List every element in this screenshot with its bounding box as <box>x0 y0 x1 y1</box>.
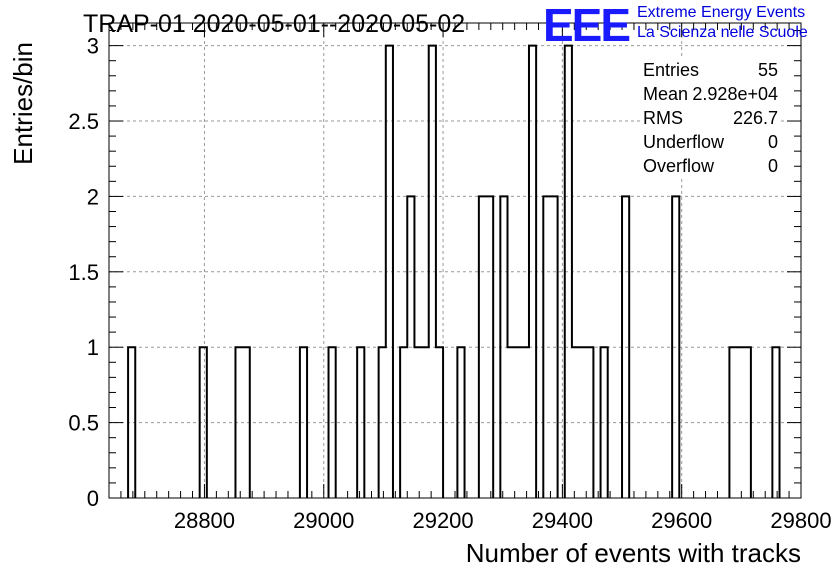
histogram-bin <box>479 196 486 498</box>
histogram-bin <box>729 347 736 498</box>
x-axis-label: Number of events with tracks <box>466 538 801 568</box>
histogram-bin <box>529 46 536 498</box>
stat-row-underflow: Underflow 0 <box>640 130 780 154</box>
stat-label: RMS <box>643 108 683 128</box>
histogram-bin <box>515 347 522 498</box>
x-tick-label: 29800 <box>770 508 831 533</box>
histogram-bin <box>586 347 593 498</box>
x-tick-label: 29600 <box>651 508 712 533</box>
logo-caption-line2: La Scienza nelle Scuole <box>637 24 808 41</box>
stat-label: Overflow <box>643 156 715 176</box>
histogram-bin <box>386 46 393 498</box>
histogram-bin <box>400 347 407 498</box>
y-tick-label: 2 <box>87 184 99 209</box>
histogram-outline <box>127 44 781 498</box>
eee-logo: EEE <box>543 0 631 51</box>
histogram-bin <box>672 196 679 498</box>
stat-label: Entries <box>643 60 700 80</box>
y-tick-label: 1.5 <box>68 260 99 285</box>
histogram-bin <box>772 347 779 498</box>
stat-row-rms: RMS 226.7 <box>640 106 780 130</box>
histogram-bin <box>379 347 386 498</box>
histogram-bin <box>601 347 608 498</box>
histogram-bin <box>329 347 336 498</box>
x-tick-label: 29200 <box>412 508 473 533</box>
histogram-bin <box>300 347 307 498</box>
chart-title: TRAP-01 2020-05-01--2020-05-02 <box>83 10 466 38</box>
histogram-bin <box>407 196 414 498</box>
stat-value: 55 <box>757 60 778 80</box>
stat-row-mean: Mean 2.928e+04 <box>640 82 780 106</box>
histogram-bin <box>457 347 464 498</box>
stat-value: 2.928e+04 <box>692 84 778 104</box>
y-tick-label: 1 <box>87 335 99 360</box>
histogram-bin <box>486 196 493 498</box>
histogram-bin <box>429 46 436 498</box>
histogram-bin <box>572 347 579 498</box>
y-tick-label: 0 <box>87 486 99 511</box>
histogram-bin <box>550 196 557 498</box>
stat-label: Underflow <box>643 132 725 152</box>
histogram-bin <box>128 347 135 498</box>
stat-value: 0 <box>767 156 778 176</box>
histogram-bin <box>235 347 242 498</box>
histogram-bin <box>200 347 207 498</box>
histogram-bin <box>522 347 529 498</box>
x-tick-label: 28800 <box>174 508 235 533</box>
histogram-bin <box>543 196 550 498</box>
histogram-bin <box>507 347 514 498</box>
histogram-bin <box>357 347 364 498</box>
histogram-bin <box>436 347 443 498</box>
histogram-bin <box>565 46 572 498</box>
histogram-bin <box>500 196 507 498</box>
histogram-bin <box>744 347 751 498</box>
histogram-bin <box>579 347 586 498</box>
stat-value: 226.7 <box>732 108 778 128</box>
stat-row-overflow: Overflow 0 <box>640 154 780 178</box>
y-tick-label: 3 <box>87 34 99 59</box>
y-tick-label: 2.5 <box>68 109 99 134</box>
histogram-bin <box>622 196 629 498</box>
stat-row-entries: Entries 55 <box>640 58 780 82</box>
x-tick-label: 29400 <box>532 508 593 533</box>
y-axis-label: Entries/bin <box>8 42 38 165</box>
histogram-bin <box>243 347 250 498</box>
histogram-bin <box>414 347 421 498</box>
stat-label: Mean <box>643 84 689 104</box>
histogram-bin <box>737 347 744 498</box>
logo-caption: Extreme Energy Events La Scienza nelle S… <box>637 3 808 43</box>
logo-caption-line1: Extreme Energy Events <box>637 4 806 21</box>
histogram-bin <box>422 347 429 498</box>
y-tick-label: 0.5 <box>68 411 99 436</box>
x-tick-label: 29000 <box>293 508 354 533</box>
stat-value: 0 <box>767 132 778 152</box>
stats-box: Entries 55 Mean 2.928e+04 RMS 226.7 Unde… <box>640 58 780 178</box>
